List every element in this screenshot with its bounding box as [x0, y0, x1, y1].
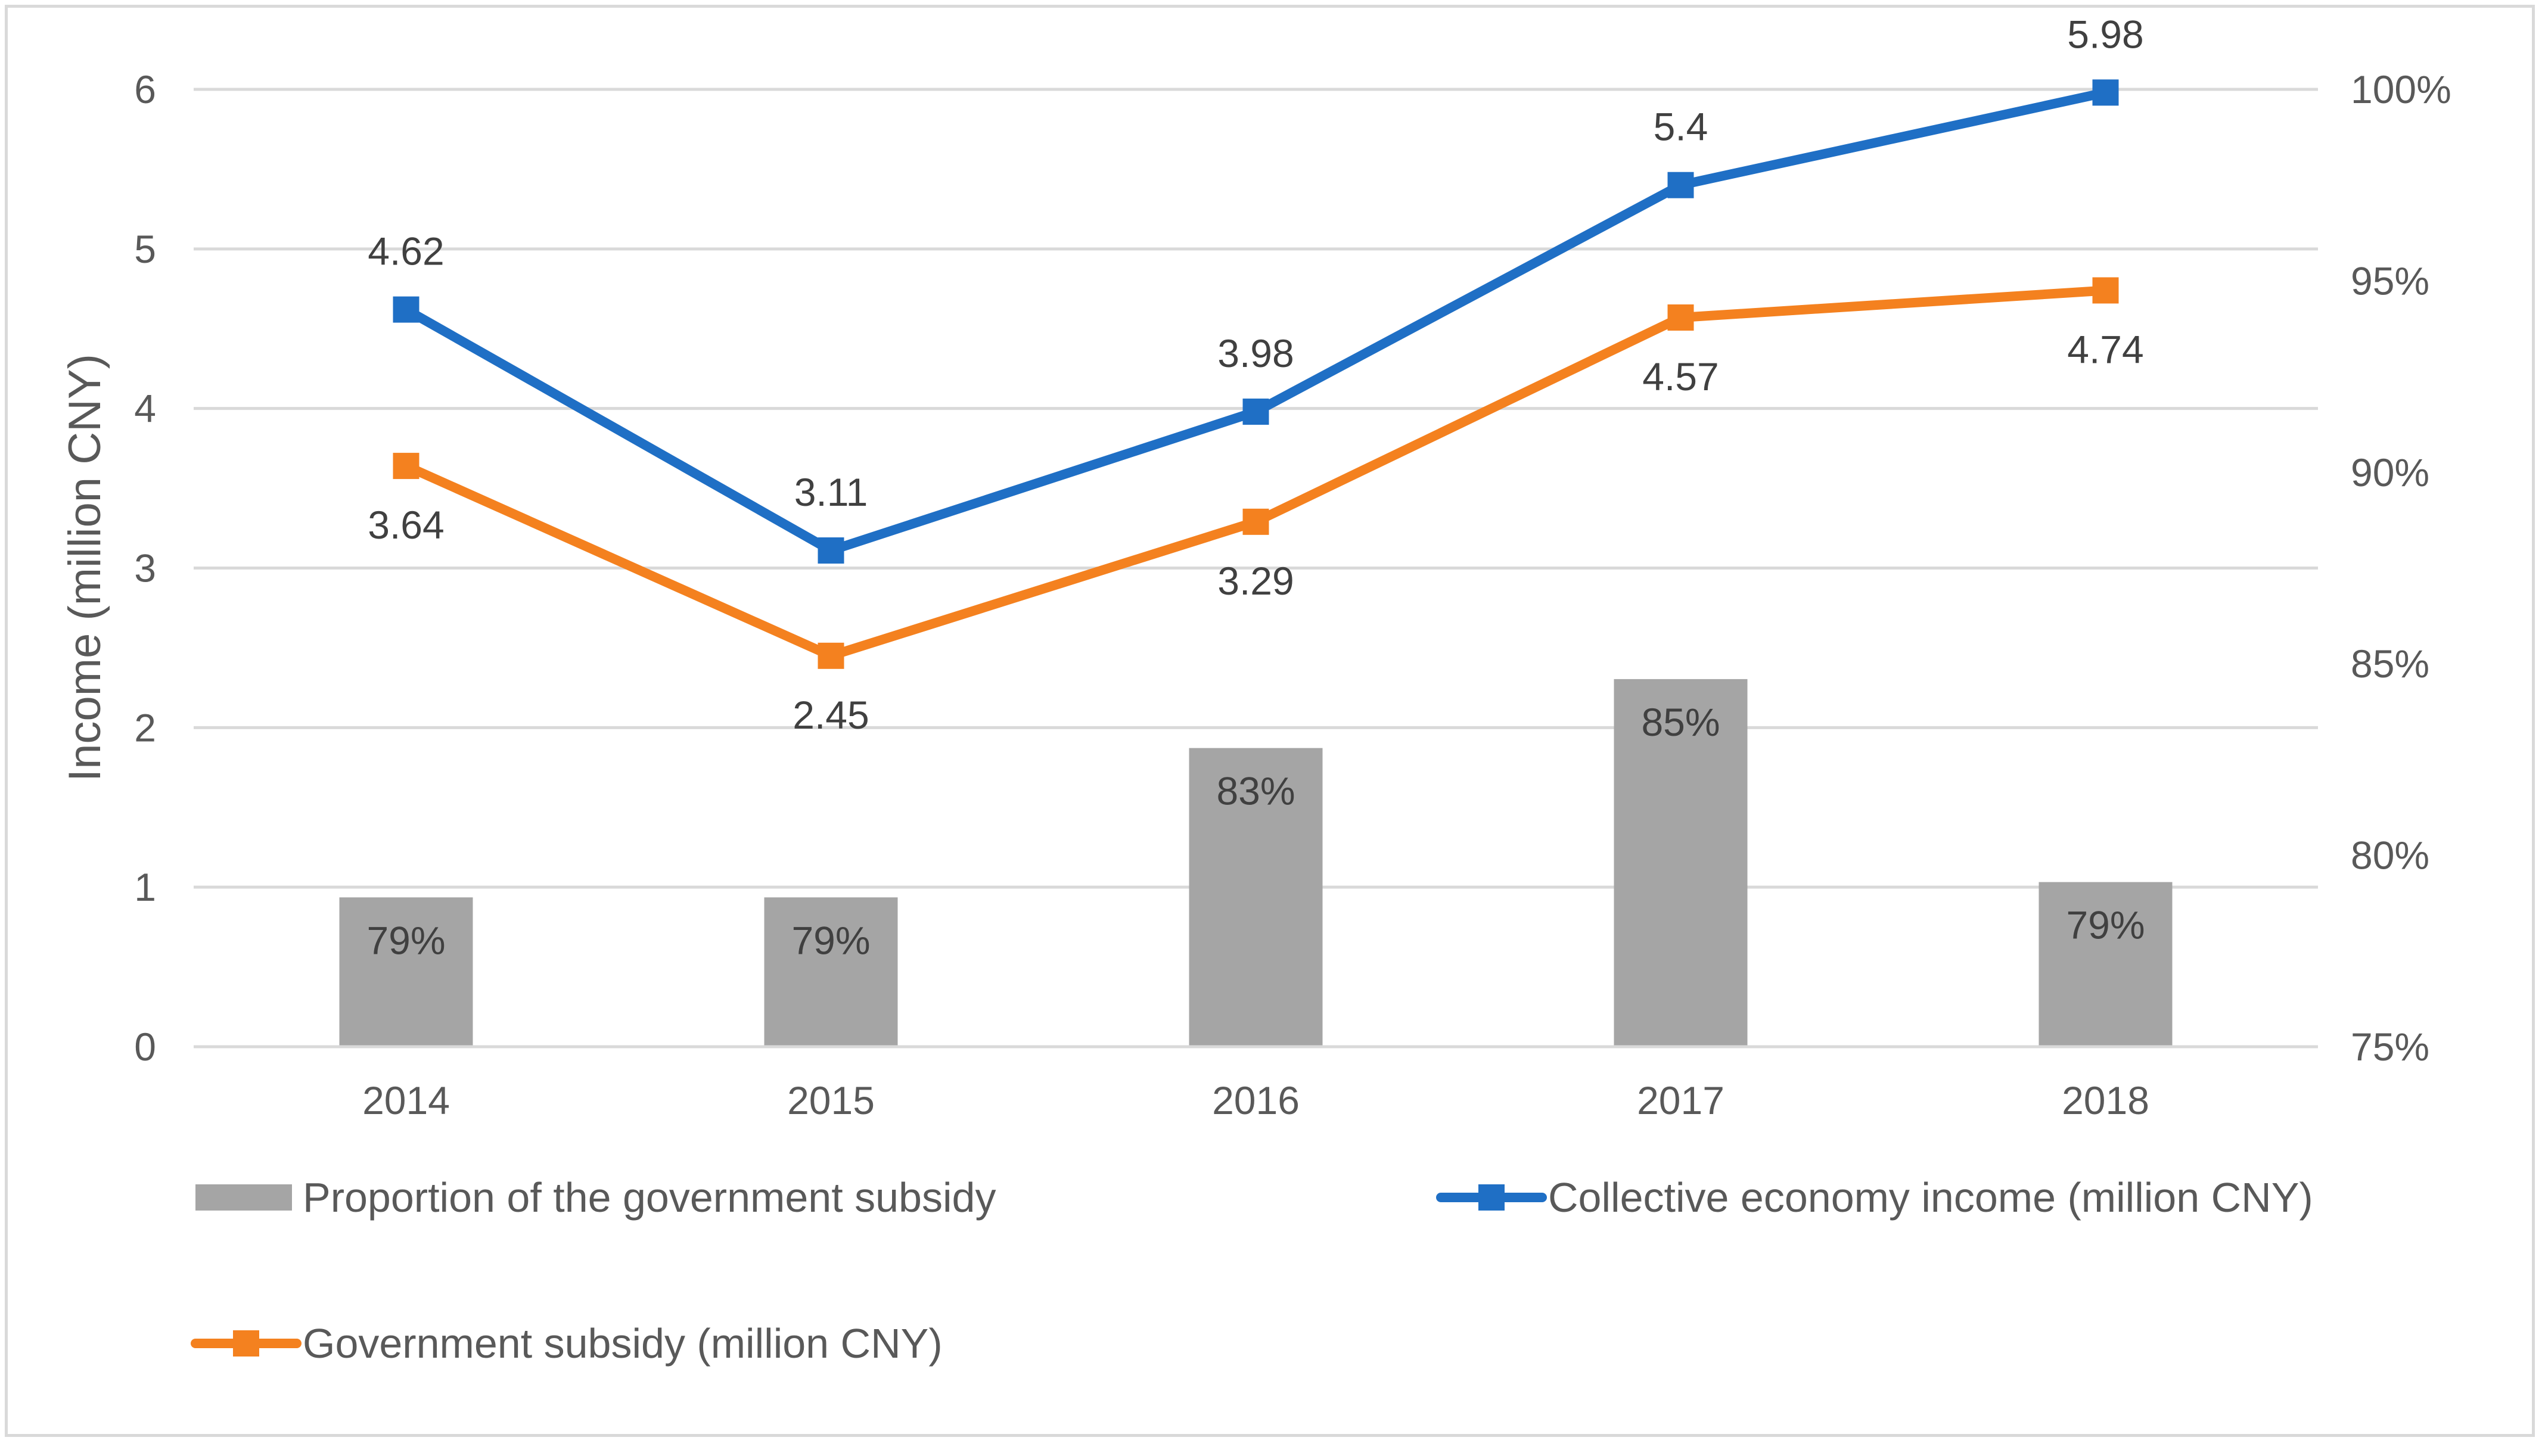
- line-data-label: 4.57: [1642, 354, 1719, 399]
- y2-tick-label: 100%: [2351, 67, 2451, 111]
- bar: [764, 897, 898, 1047]
- x-tick-label: 2016: [1212, 1078, 1300, 1122]
- bar: [1189, 748, 1323, 1047]
- marker: [393, 296, 419, 323]
- axes: 0 1 2 3 4 5 6 75% 80% 85% 90% 95% 100% 2014 2015 2016 20…: [134, 67, 2451, 1122]
- line-data-label: 3.64: [368, 503, 444, 547]
- legend-swatch-marker: [233, 1330, 259, 1357]
- bar: [339, 897, 473, 1047]
- bar: [1614, 679, 1748, 1047]
- x-tick-label: 2015: [787, 1078, 875, 1122]
- line-data-label: 4.74: [2067, 327, 2143, 371]
- line-data-label: 5.98: [2067, 12, 2143, 56]
- line-data-label: 3.29: [1217, 559, 1294, 603]
- line-data-label: 4.62: [368, 229, 444, 273]
- y-tick-label: 0: [134, 1025, 156, 1069]
- data-labels: 79% 79% 83% 85% 79% 4.62 3.11 3.98 5.4 5.98 3.64 2.…: [366, 12, 2145, 962]
- marker: [2092, 277, 2119, 304]
- marker: [1667, 304, 1694, 331]
- marker: [818, 537, 844, 564]
- gridlines: [194, 88, 2318, 889]
- line-data-label: 5.4: [1654, 105, 1708, 149]
- x-tick-label: 2014: [362, 1078, 450, 1122]
- y2-tick-label: 80%: [2351, 833, 2429, 878]
- y-tick-label: 1: [134, 865, 156, 909]
- marker: [1242, 508, 1269, 535]
- y2-tick-label: 85%: [2351, 642, 2429, 686]
- chart-frame: [5, 5, 2535, 1437]
- y2-tick-label: 95%: [2351, 259, 2429, 303]
- y2-tick-label: 75%: [2351, 1025, 2429, 1069]
- x-tick-label: 2018: [2062, 1078, 2149, 1122]
- bar-data-label: 79%: [791, 918, 870, 962]
- line-data-label: 2.45: [793, 693, 869, 737]
- line-series: [393, 79, 2119, 669]
- legend-swatch-bar: [195, 1184, 292, 1211]
- y2-tick-label: 90%: [2351, 450, 2429, 494]
- legend-label: Government subsidy (million CNY): [303, 1320, 943, 1367]
- line-data-label: 3.11: [794, 470, 868, 514]
- y-axis-title: Income (million CNY): [60, 354, 110, 782]
- line-series-0: [401, 88, 2111, 556]
- y-tick-label: 6: [134, 67, 156, 111]
- x-tick-label: 2017: [1637, 1078, 1724, 1122]
- y-tick-label: 4: [134, 387, 156, 431]
- legend-label: Proportion of the government subsidy: [303, 1174, 996, 1221]
- marker: [1667, 172, 1694, 198]
- line-data-label: 3.98: [1217, 331, 1294, 375]
- bar-data-label: 83%: [1216, 769, 1295, 813]
- bar-data-label: 79%: [2066, 903, 2145, 947]
- legend: Proportion of the government subsidy Coll…: [191, 1174, 2313, 1367]
- bar-data-label: 85%: [1641, 700, 1720, 744]
- bar-data-label: 79%: [366, 918, 445, 962]
- y-tick-label: 3: [134, 546, 156, 590]
- y-tick-label: 2: [134, 705, 156, 749]
- legend-swatch-marker: [1478, 1184, 1505, 1211]
- bar-series: [339, 679, 2173, 1047]
- marker: [818, 642, 844, 669]
- marker: [2092, 79, 2119, 106]
- bar: [2039, 882, 2173, 1047]
- legend-label: Collective economy income (million CNY): [1548, 1174, 2313, 1221]
- marker: [1242, 399, 1269, 425]
- y-tick-label: 5: [134, 227, 156, 271]
- marker: [393, 453, 419, 480]
